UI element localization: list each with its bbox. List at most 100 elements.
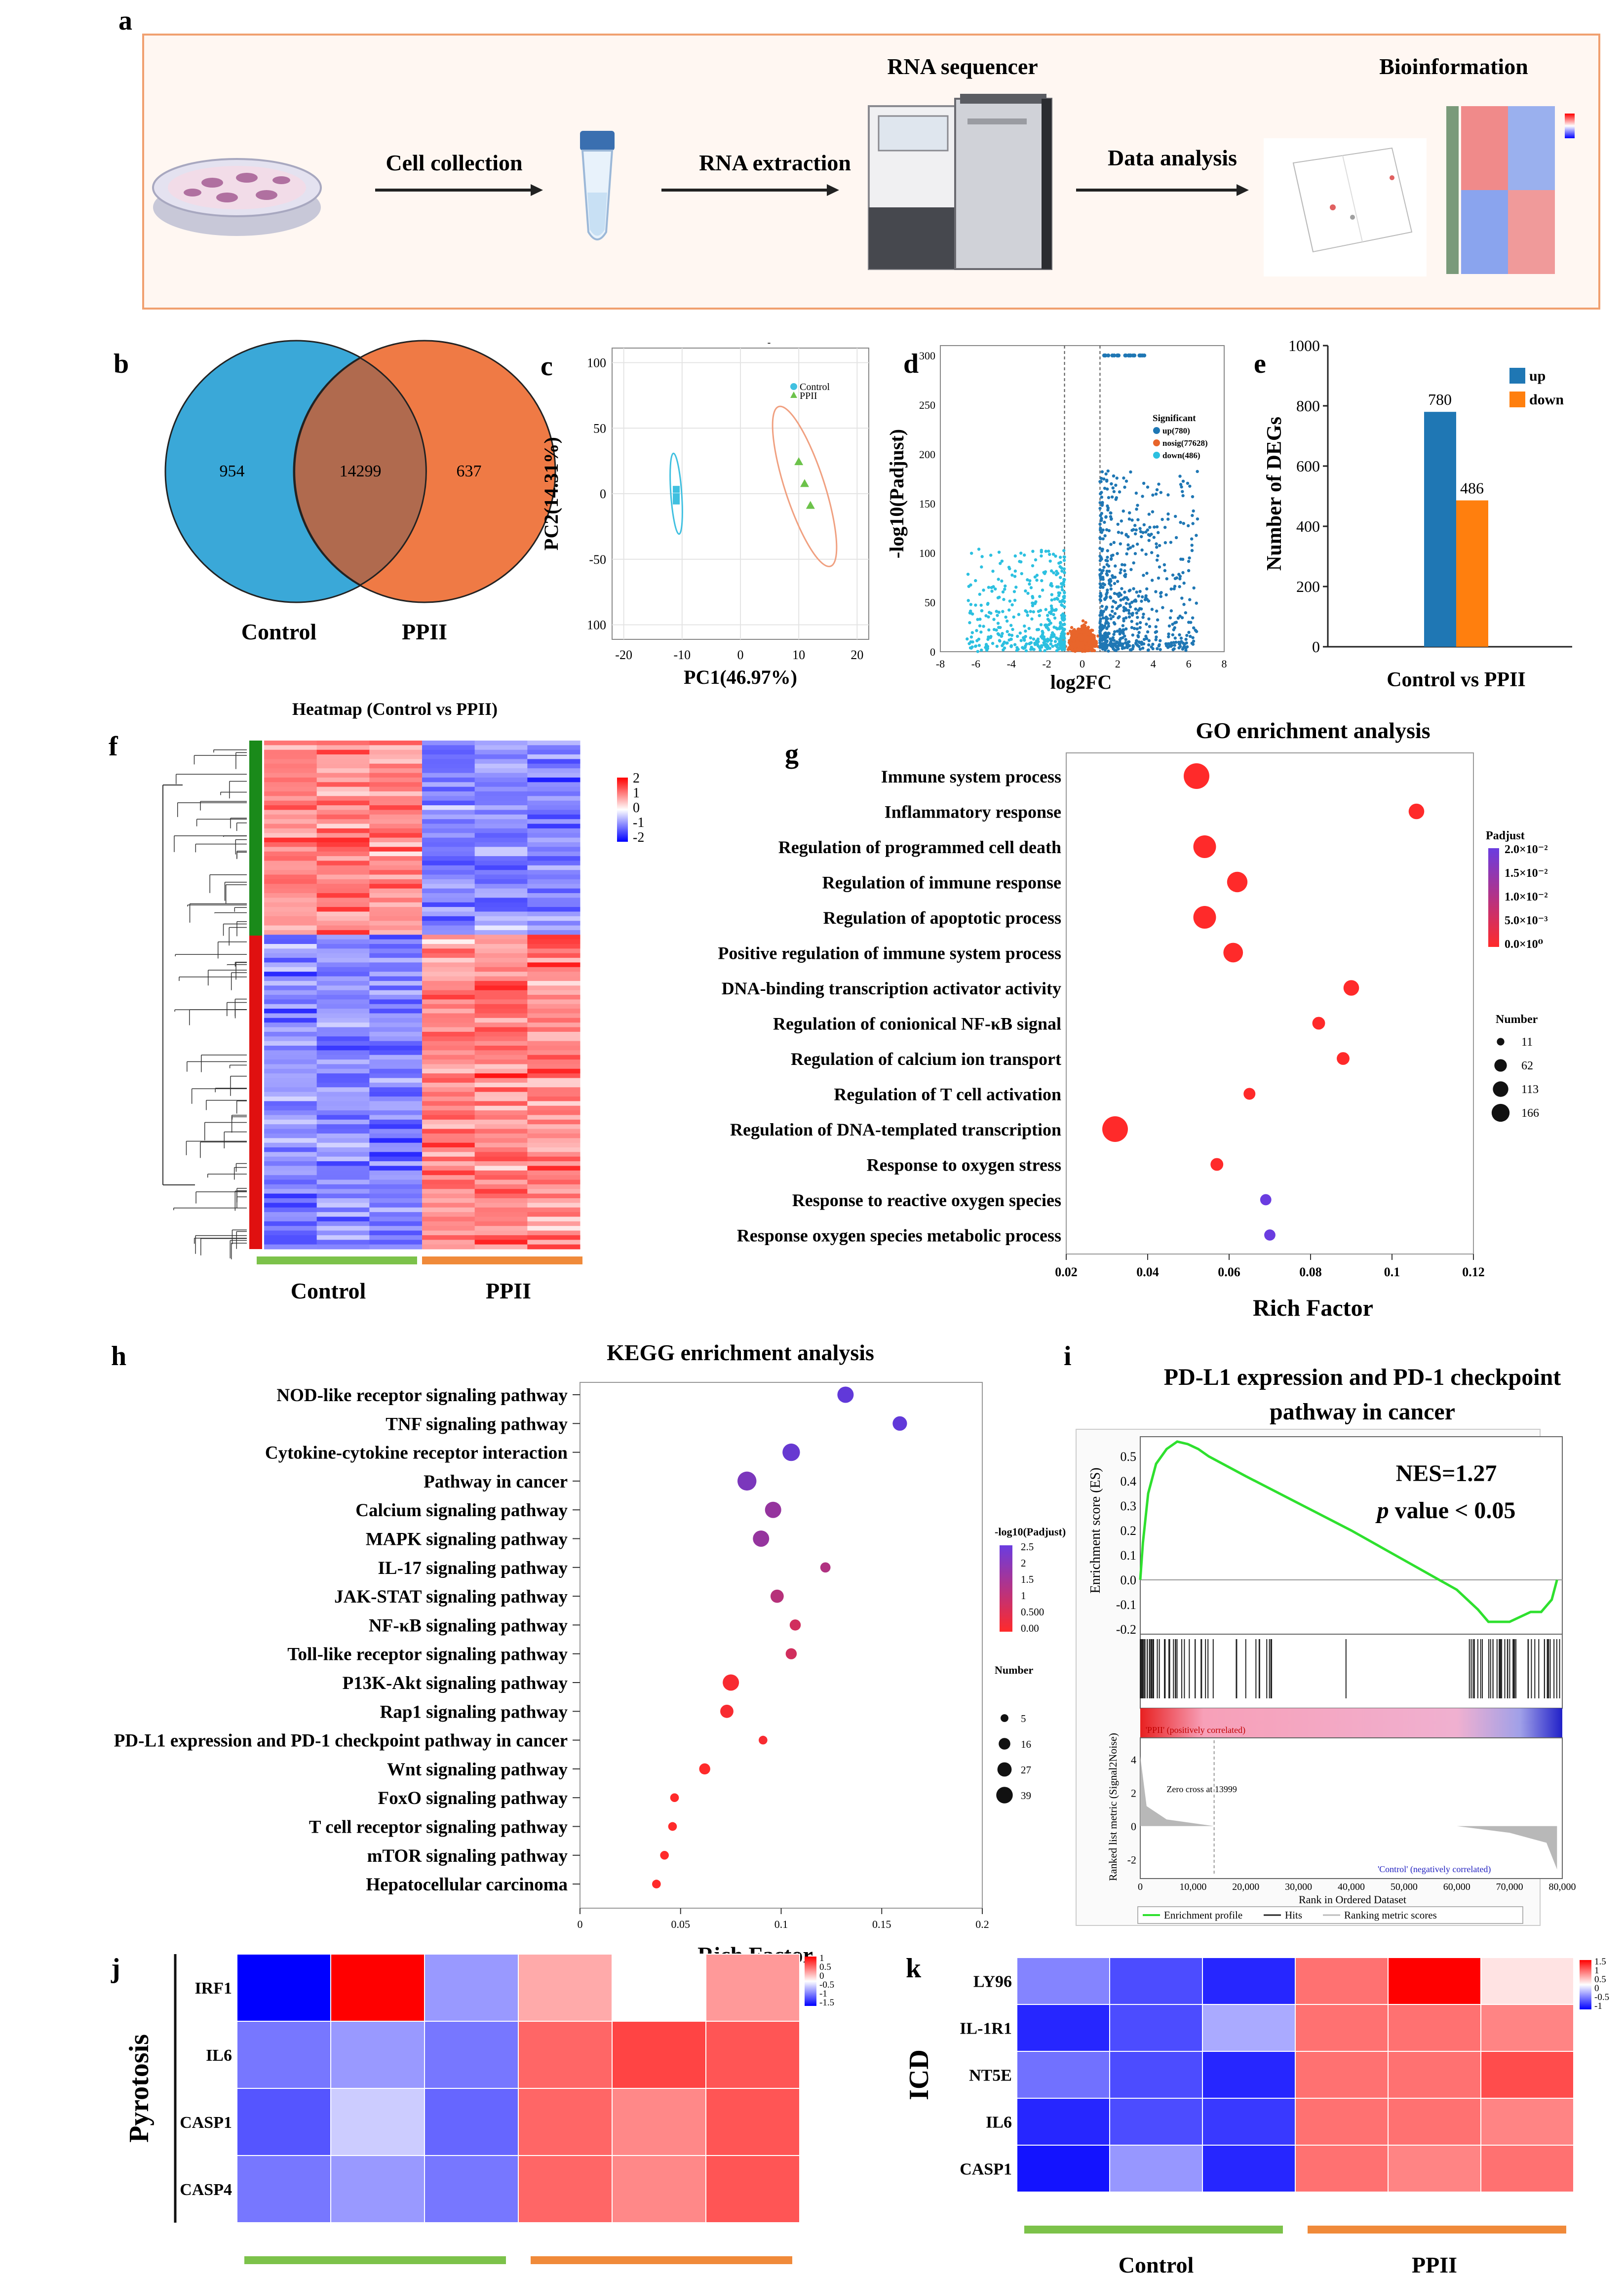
- heatmap-cell: [474, 1050, 528, 1056]
- heatmap-cell: [474, 1115, 528, 1120]
- heatmap-cell: [264, 796, 317, 801]
- volcano-dot-up: [1107, 625, 1110, 628]
- heatmap-cell: [264, 1097, 317, 1101]
- heatmap-cell: [264, 782, 317, 787]
- heatmap-cell: [527, 1073, 580, 1079]
- heatmap-cell: [527, 786, 580, 792]
- heatmap-cell: [527, 1175, 580, 1180]
- volcano-dot-down: [1039, 649, 1042, 652]
- heatmap-cell: [527, 1166, 580, 1171]
- heatmap-cell: [527, 990, 580, 995]
- volcano-dot-up: [1120, 563, 1124, 566]
- heatmap-scale-tick: 0.5: [819, 1962, 831, 1972]
- heatmap-cell: [424, 2155, 519, 2223]
- heatmap-cell: [474, 944, 528, 949]
- heatmap-cell: [422, 777, 475, 783]
- heatmap-cell: [527, 842, 580, 847]
- volcano-dot-up: [1112, 642, 1116, 646]
- volcano-dot-up: [1124, 627, 1128, 631]
- heatmap-cell: [316, 981, 370, 986]
- heatmap-cell: [422, 1013, 475, 1019]
- volcano-dot-nosig: [1080, 637, 1083, 641]
- heatmap-cell: [422, 1064, 475, 1069]
- volcano-dot-down: [1061, 642, 1065, 645]
- bar-down: [1456, 500, 1488, 647]
- heatmap-cell: [316, 1244, 370, 1250]
- volcano-dot-up: [1191, 616, 1195, 620]
- volcano-dot-down: [1048, 552, 1051, 556]
- volcano-dot-up: [1120, 587, 1123, 590]
- heatmap-cell: [264, 749, 317, 755]
- heatmap-cell: [264, 907, 317, 912]
- heatmap-cell: [369, 930, 423, 935]
- volcano-dot-down: [980, 555, 984, 558]
- volcano-y-tick: 0: [930, 646, 935, 658]
- heatmap-cell: [264, 1073, 317, 1079]
- volcano-dot-up: [1155, 630, 1159, 633]
- heatmap-cell: [264, 962, 317, 968]
- volcano-dot-up: [1126, 543, 1130, 547]
- heatmap-cell: [264, 861, 317, 866]
- volcano-dot-nosig: [1086, 632, 1090, 635]
- gsea-pvalue: p value < 0.05: [1375, 1497, 1516, 1524]
- heatmap-cell: [264, 990, 317, 995]
- heatmap-cell: [316, 1198, 370, 1203]
- pca-point-control: [673, 493, 680, 500]
- heatmap-cell: [422, 1207, 475, 1213]
- volcano-dot-down: [971, 640, 974, 644]
- volcano-dot-up: [1105, 640, 1109, 644]
- heatmap-cell: [264, 810, 317, 815]
- heatmap-cell: [422, 1166, 475, 1171]
- volcano-dot-up: [1114, 498, 1118, 501]
- volcano-dot-up: [1099, 591, 1102, 595]
- volcano-dot-up: [1150, 608, 1154, 611]
- volcano-dot-up: [1122, 628, 1125, 632]
- volcano-y-tick: 150: [919, 498, 935, 510]
- volcano-dot-up: [1126, 643, 1130, 647]
- volcano-dot-down: [996, 614, 999, 617]
- panel-label-d: d: [903, 349, 919, 379]
- volcano-dot-down: [1053, 616, 1057, 620]
- kegg-x-tick: 0.05: [671, 1918, 691, 1930]
- heatmap-cell: [369, 851, 423, 857]
- kegg-term-label: Calcium signaling pathway: [355, 1500, 568, 1521]
- heatmap-cell: [422, 1184, 475, 1189]
- heatmap-cell: [422, 985, 475, 991]
- heatmap-cell: [264, 1133, 317, 1138]
- volcano-dot-up: [1117, 531, 1121, 534]
- heatmap-cell: [474, 741, 528, 745]
- volcano-dot-up: [1127, 517, 1131, 521]
- volcano-dot-up: [1104, 515, 1108, 518]
- volcano-dot-up: [1128, 353, 1133, 357]
- heatmap-cell: [527, 1226, 580, 1231]
- heatmap-cell: [264, 944, 317, 949]
- volcano-dot-nosig: [1079, 647, 1082, 651]
- heatmap-cell: [474, 921, 528, 926]
- step-cell-collection: Cell collection: [386, 150, 522, 175]
- heatmap-cell: [474, 1097, 528, 1101]
- heatmap-cell: [422, 833, 475, 838]
- heatmap-cell: [422, 898, 475, 903]
- kegg-term-label: TNF signaling pathway: [386, 1414, 568, 1434]
- volcano-dot-down: [1042, 635, 1045, 638]
- heatmap-row-label: NT5E: [969, 2067, 1012, 2085]
- heatmap-cell: [264, 1101, 317, 1106]
- volcano-dot-up: [1171, 633, 1175, 636]
- volcano-dot-down: [1044, 623, 1048, 627]
- heatmap-cell: [474, 773, 528, 778]
- heatmap-color-scale: [805, 1957, 816, 2006]
- heatmap-cell: [316, 865, 370, 870]
- volcano-dot-up: [1180, 640, 1183, 643]
- volcano-dot-down: [1055, 627, 1059, 631]
- heatmap-cluster-bar-down: [249, 936, 262, 1249]
- volcano-dot-down: [1059, 625, 1062, 628]
- kegg-dot: [699, 1763, 710, 1775]
- heatmap-cell: [264, 791, 317, 796]
- volcano-legend-item: nosig(77628): [1162, 438, 1208, 448]
- volcano-dot-up: [1100, 476, 1103, 480]
- volcano-dot-down: [1000, 634, 1003, 638]
- heatmap-cell: [474, 1152, 528, 1157]
- volcano-dot-down: [986, 645, 990, 648]
- arrow-icon: [661, 184, 839, 196]
- volcano-dot-up: [1163, 541, 1167, 545]
